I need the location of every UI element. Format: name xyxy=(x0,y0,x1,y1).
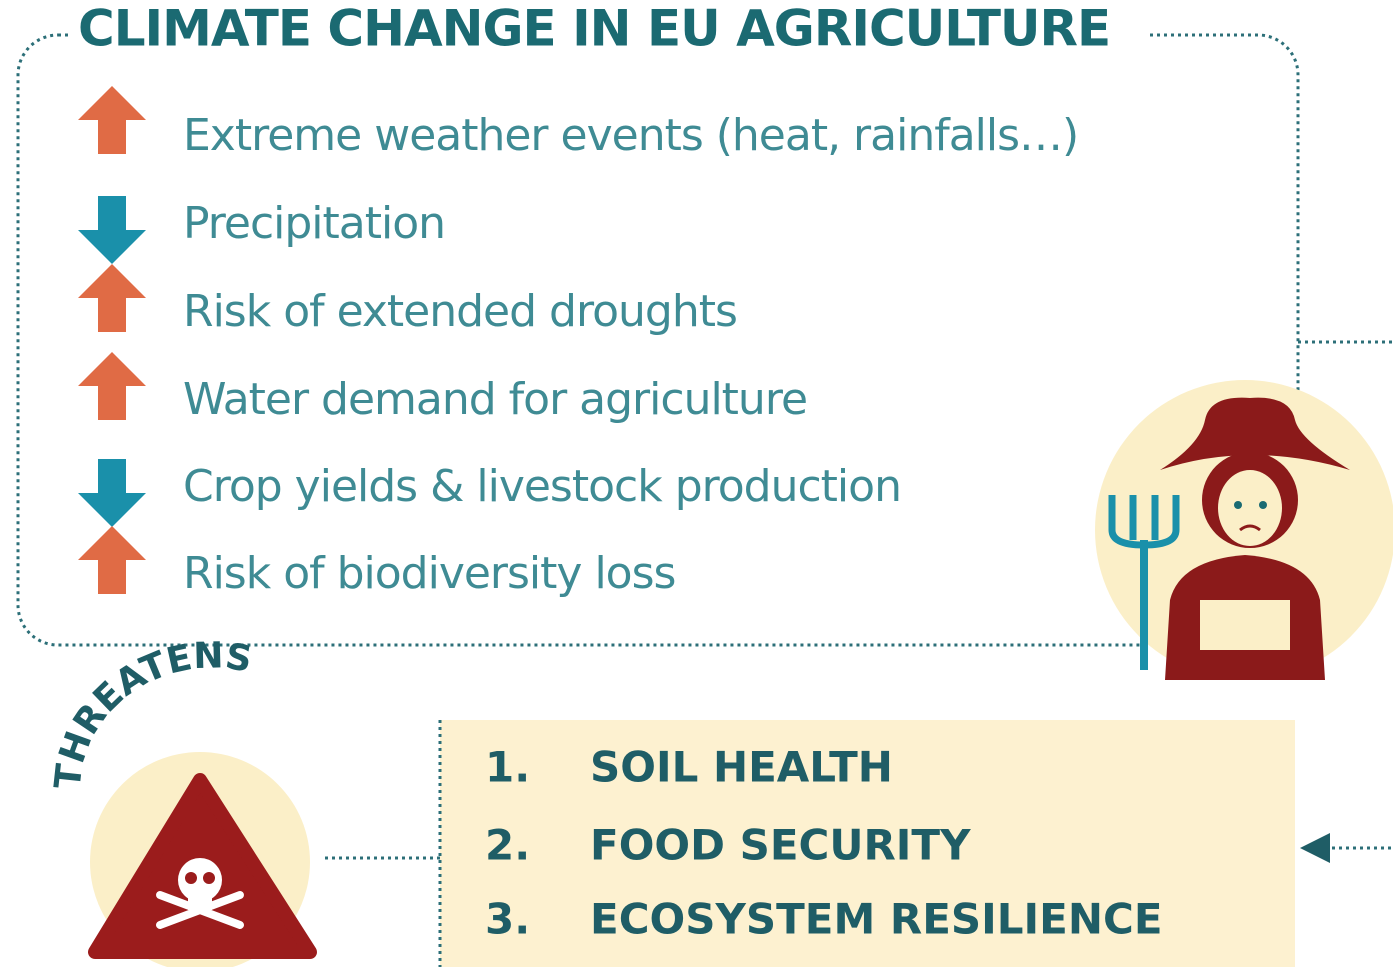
title: CLIMATE CHANGE IN EU AGRICULTURE xyxy=(78,0,1110,58)
arrowhead xyxy=(1300,833,1330,863)
item: Water demand for agriculture xyxy=(183,374,807,425)
arrow-down xyxy=(78,196,146,264)
item: Risk of biodiversity loss xyxy=(183,548,675,599)
page: CLIMATE CHANGE IN EU AGRICULTURE Extreme… xyxy=(0,0,1393,967)
threat-label: SOIL HEALTH xyxy=(590,743,893,792)
arrow-down xyxy=(78,459,146,527)
arrow-up xyxy=(78,86,146,154)
item: Precipitation xyxy=(183,198,445,249)
item: Risk of extended droughts xyxy=(183,286,737,337)
farmer-icon xyxy=(1095,380,1393,680)
number: 2. xyxy=(485,821,530,870)
arrow-up xyxy=(78,352,146,420)
threat-label: ECOSYSTEM RESILIENCE xyxy=(590,895,1163,944)
item: Extreme weather events (heat, rainfalls…… xyxy=(183,110,1078,161)
infographic: CLIMATE CHANGE IN EU AGRICULTURE Extreme… xyxy=(0,0,1393,967)
threat-label: FOOD SECURITY xyxy=(590,821,971,870)
item: Crop yields & livestock production xyxy=(183,461,901,512)
threat-icon xyxy=(90,752,310,967)
arrow-up xyxy=(78,264,146,332)
arrow-up xyxy=(78,526,146,594)
number: 3. xyxy=(485,895,530,944)
number: 1. xyxy=(485,743,530,792)
